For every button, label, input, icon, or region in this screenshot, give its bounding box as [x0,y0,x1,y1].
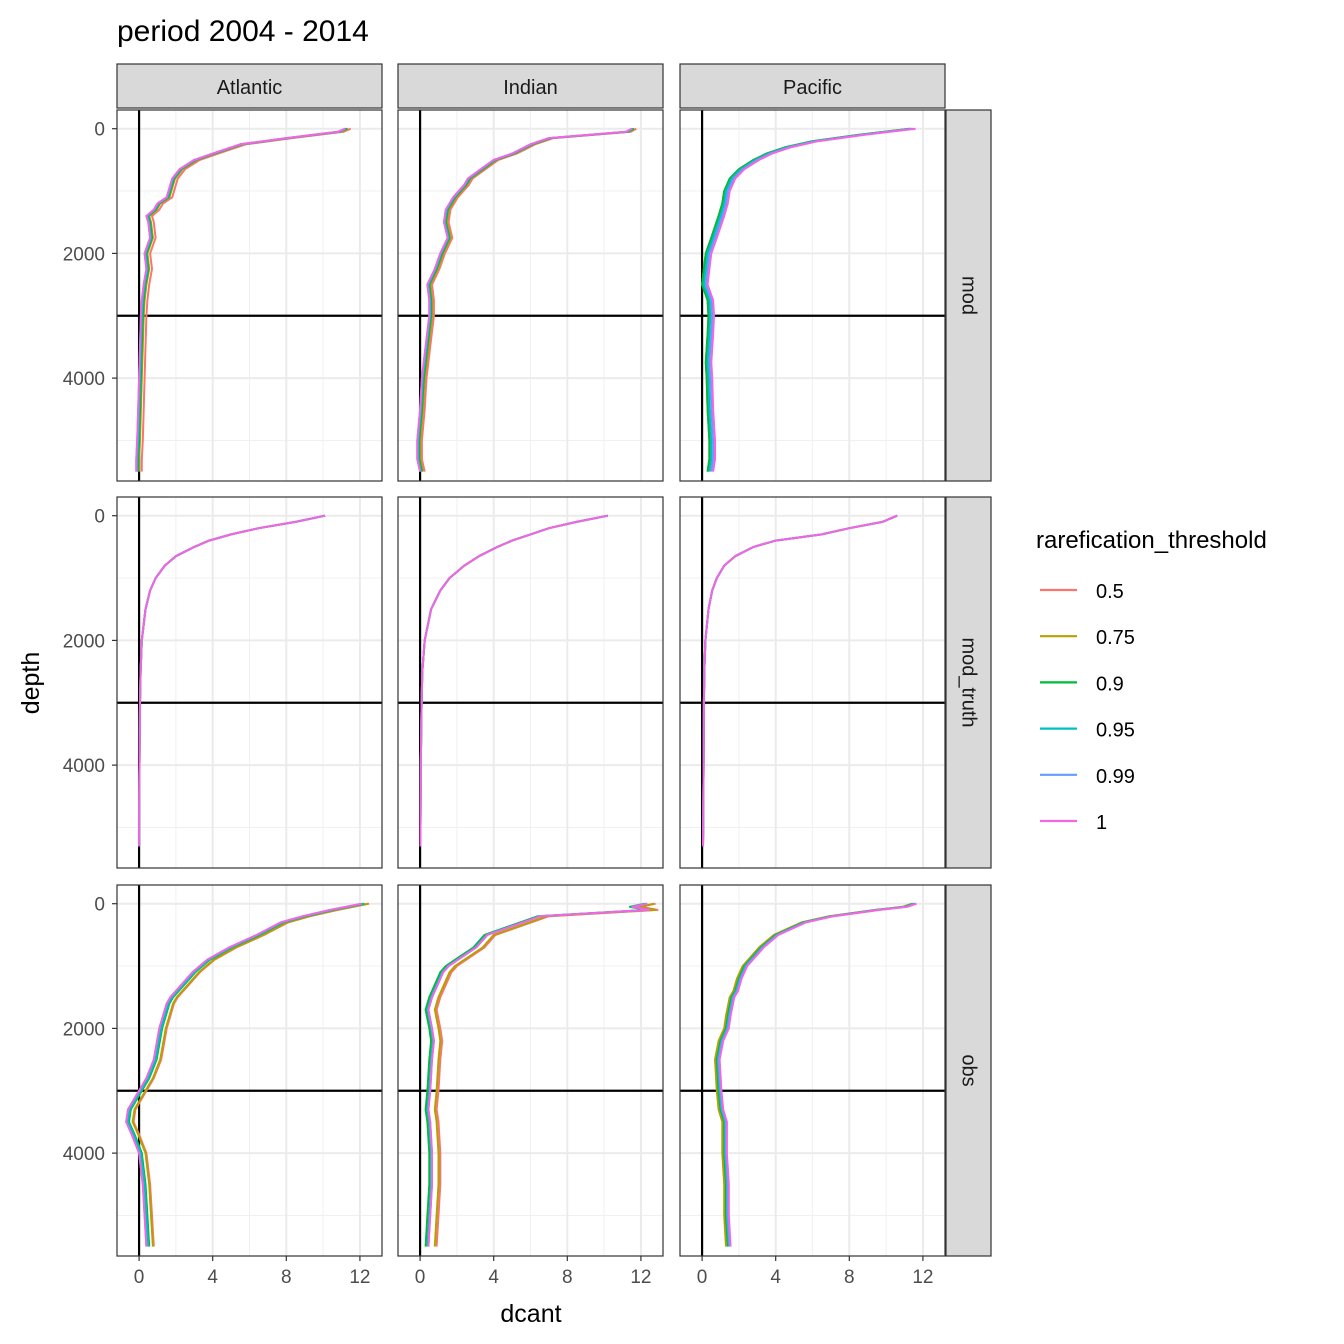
panel-grid [117,497,382,868]
panel-mod-truth-pacific [679,496,946,869]
y-tick-label: 0 [94,120,105,141]
facet-strip-mod-truth [945,496,992,869]
y-tick-label: 0 [94,895,105,916]
panel-border [116,496,383,869]
series-line-0.75 [131,902,369,1247]
facet-strip-label: mod_truth [958,637,980,727]
panel-border [679,496,946,869]
x-tick-label: 8 [844,1267,855,1288]
panel-border [679,109,946,482]
legend-label: 0.75 [1096,627,1135,649]
panel-series [416,127,637,472]
panel-series [419,514,608,847]
panel-mod-truth-indian [397,496,664,869]
y-tick-label: 4000 [63,1144,105,1165]
series-line-1 [718,902,917,1247]
x-tick-label: 12 [630,1267,651,1288]
panel-grid [117,110,382,481]
panel-series [702,514,898,847]
panel-border [679,884,946,1257]
legend-label: 0.9 [1096,673,1124,695]
facet-strip-label: mod [958,276,980,315]
x-tick-label: 8 [281,1267,292,1288]
panel-obs-pacific: 0 4 8 12 [679,884,946,1288]
legend-label: 0.5 [1096,581,1124,603]
x-tick-label: 0 [134,1267,145,1288]
y-tick-label: 2000 [63,244,105,265]
facet-strip-atlantic [116,63,383,109]
panel-border [116,109,383,482]
legend-title: rarefication_threshold [1036,527,1267,554]
x-tick-label: 0 [697,1267,708,1288]
panel-mod-pacific [679,109,946,482]
facet-strip-label: Atlantic [217,77,283,99]
panel-grid [117,885,382,1256]
panel-border [397,496,664,869]
facet-strip-indian [397,63,664,109]
panel-mod-atlantic: 0 2000 4000 [63,109,383,482]
panel-series [701,127,916,472]
panel-border [397,884,664,1257]
series-line-1 [427,902,651,1247]
series-line-1 [702,514,898,847]
panel-border [397,109,664,482]
facet-strip-mod [945,109,992,482]
series-line-1 [135,127,346,472]
legend-label: 0.95 [1096,720,1135,742]
x-axis-label: dcant [500,1300,561,1328]
x-tick-label: 4 [488,1267,499,1288]
panel-mod-indian [397,109,664,482]
facet-strip-label: obs [958,1054,980,1086]
x-tick-label: 12 [349,1267,370,1288]
y-axis-label: depth [17,652,45,715]
y-tick-label: 4000 [63,756,105,777]
panel-obs-indian: 0 4 8 12 [397,884,664,1288]
facet-strip-pacific [679,63,946,109]
legend-label: 1 [1096,812,1107,834]
panel-series [714,902,917,1247]
panel-series [138,514,326,847]
y-tick-label: 4000 [63,369,105,390]
series-line-1 [138,514,326,847]
y-tick-label: 2000 [63,631,105,652]
panel-border [116,884,383,1257]
series-line-0.75 [433,902,657,1247]
facet-strip-label: Pacific [783,77,842,99]
panel-series [125,902,370,1247]
series-line-1 [416,127,633,472]
series-line-1 [419,514,608,847]
panel-obs-atlantic: 0 2000 4000 0 4 8 12 [63,884,383,1288]
panel-mod-truth-atlantic: 0 2000 4000 [63,496,383,869]
x-tick-label: 4 [207,1267,218,1288]
x-tick-label: 0 [415,1267,426,1288]
panel-series [135,127,352,472]
y-tick-label: 0 [94,507,105,528]
chart-title: period 2004 - 2014 [117,15,369,48]
series-line-1 [125,902,362,1247]
x-tick-label: 8 [562,1267,573,1288]
legend-label: 0.99 [1096,766,1135,788]
y-tick-label: 2000 [63,1019,105,1040]
x-tick-label: 4 [770,1267,781,1288]
legend: rarefication_threshold 0.5 0.75 0.9 0.95 0.9… [1036,527,1267,834]
facet-strip-obs [945,884,992,1257]
x-tick-label: 12 [912,1267,933,1288]
facet-strip-label: Indian [503,77,558,99]
series-line-1 [706,127,916,472]
panel-series [424,902,659,1247]
